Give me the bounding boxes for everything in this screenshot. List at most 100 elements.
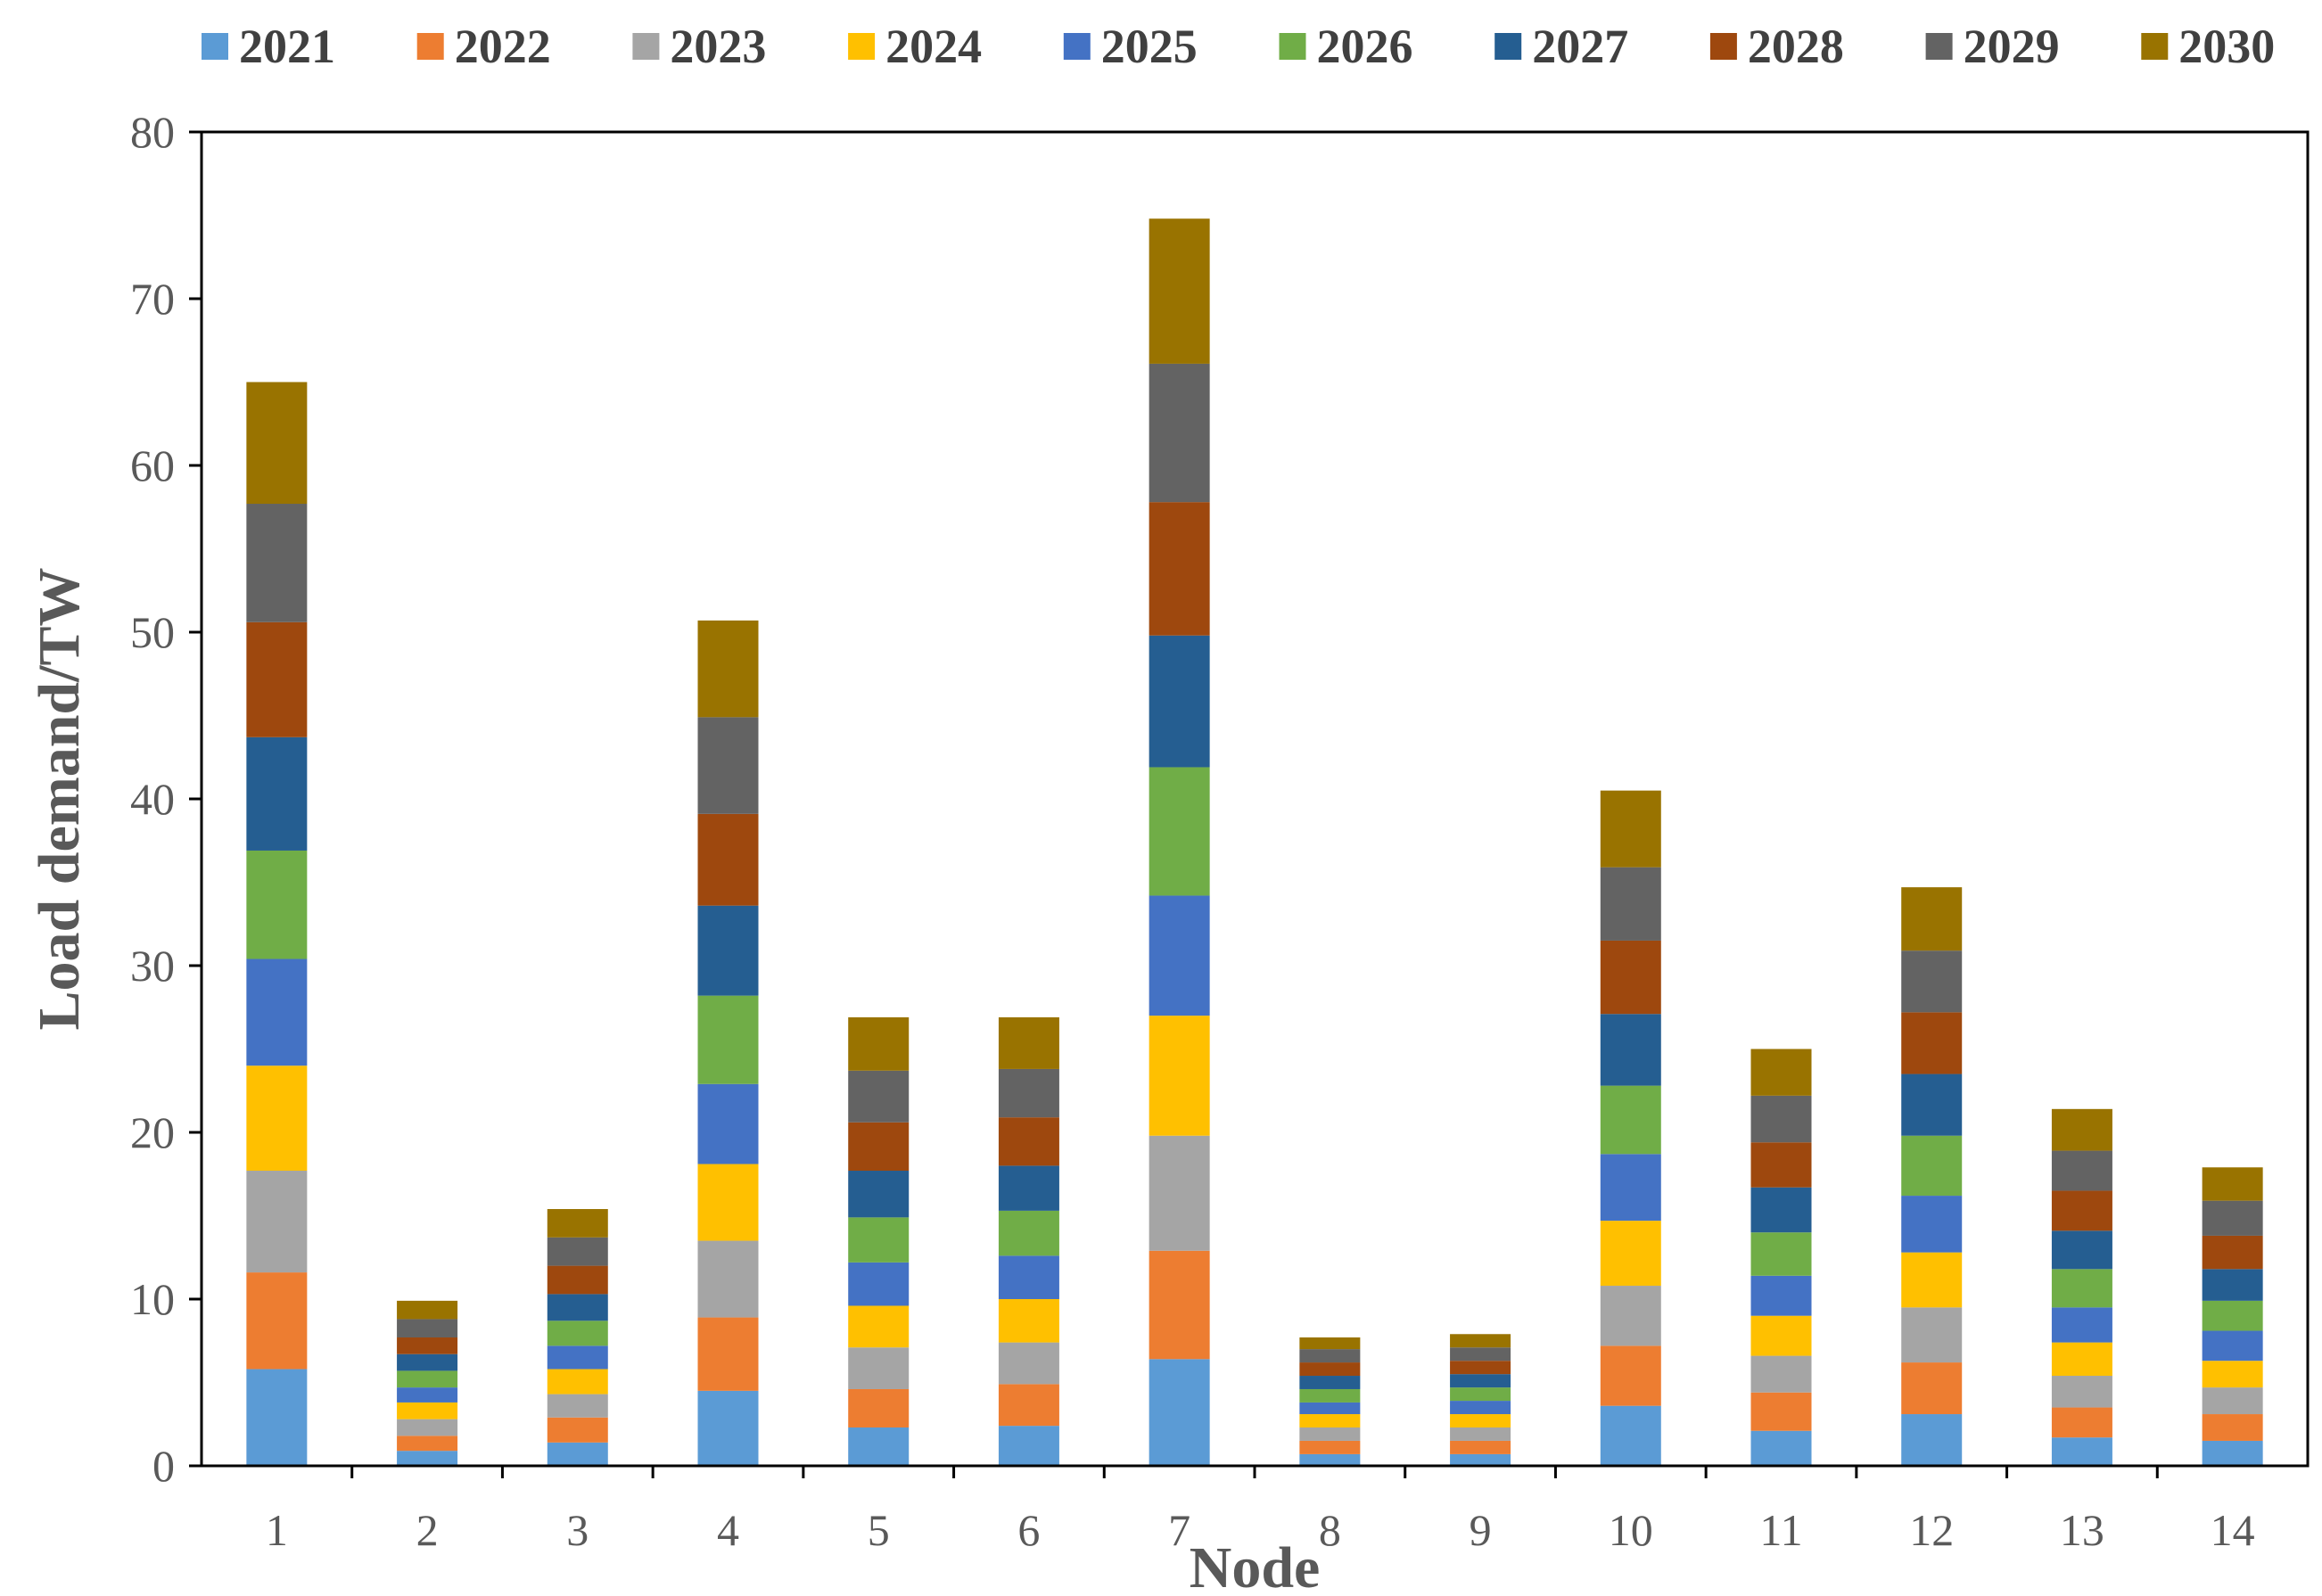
bar-segment-2021-node-9 bbox=[1450, 1453, 1511, 1466]
bar-segment-2027-node-1 bbox=[246, 736, 308, 851]
bar-segment-2028-node-10 bbox=[1600, 940, 1661, 1015]
bar-segment-2025-node-10 bbox=[1600, 1154, 1661, 1222]
x-tick-label: 3 bbox=[566, 1505, 589, 1555]
bar-segment-2026-node-4 bbox=[697, 995, 759, 1084]
bar-segment-2021-node-8 bbox=[1299, 1453, 1361, 1466]
legend-swatch-2025 bbox=[1063, 33, 1091, 60]
legend-swatch-2026 bbox=[1279, 33, 1306, 60]
bar-segment-2028-node-12 bbox=[1901, 1012, 1963, 1074]
x-tick-label: 1 bbox=[266, 1505, 288, 1555]
bar-segment-2030-node-4 bbox=[697, 620, 759, 718]
bar-segment-2021-node-5 bbox=[848, 1427, 910, 1466]
bar-segment-2027-node-14 bbox=[2202, 1269, 2263, 1301]
y-axis-title: Load demand/TW bbox=[27, 568, 92, 1031]
bar-segment-2025-node-13 bbox=[2051, 1307, 2112, 1343]
y-tick-label: 40 bbox=[130, 774, 175, 824]
bar-segment-2027-node-8 bbox=[1299, 1376, 1361, 1389]
bar-segment-2023-node-8 bbox=[1299, 1427, 1361, 1441]
y-tick-label: 0 bbox=[152, 1441, 175, 1491]
bar-segment-2026-node-6 bbox=[998, 1210, 1059, 1256]
bar-segment-2028-node-7 bbox=[1149, 502, 1210, 636]
bar-segment-2024-node-2 bbox=[397, 1402, 458, 1419]
bar-segment-2029-node-7 bbox=[1149, 363, 1210, 503]
bar-segment-2022-node-3 bbox=[547, 1417, 608, 1443]
bar-segment-2022-node-10 bbox=[1600, 1345, 1661, 1406]
bar-segment-2029-node-8 bbox=[1299, 1349, 1361, 1363]
bar-segment-2029-node-10 bbox=[1600, 867, 1661, 941]
y-tick-label: 70 bbox=[130, 274, 175, 324]
bar-segment-2030-node-14 bbox=[2202, 1167, 2263, 1201]
bar-segment-2023-node-5 bbox=[848, 1347, 910, 1389]
bar-segment-2029-node-13 bbox=[2051, 1150, 2112, 1191]
bar-segment-2023-node-2 bbox=[397, 1419, 458, 1436]
plot-frame bbox=[200, 130, 2310, 1468]
legend-label-2027: 2027 bbox=[1532, 20, 1628, 73]
bar-segment-2027-node-13 bbox=[2051, 1230, 2112, 1270]
bar-segment-2025-node-1 bbox=[246, 958, 308, 1066]
bar-segment-2028-node-14 bbox=[2202, 1235, 2263, 1270]
bar-segment-2021-node-13 bbox=[2051, 1437, 2112, 1466]
bar-segment-2024-node-1 bbox=[246, 1065, 308, 1172]
bar-segment-2022-node-8 bbox=[1299, 1440, 1361, 1454]
bar-segment-2026-node-12 bbox=[1901, 1135, 1963, 1197]
bar-segment-2027-node-7 bbox=[1149, 635, 1210, 768]
x-tick-label: 9 bbox=[1470, 1505, 1492, 1555]
bar-segment-2026-node-1 bbox=[246, 850, 308, 959]
bar-segment-2024-node-8 bbox=[1299, 1414, 1361, 1427]
legend-swatch-2029 bbox=[1925, 33, 1953, 60]
bar-segment-2026-node-13 bbox=[2051, 1269, 2112, 1308]
bar-segment-2027-node-6 bbox=[998, 1165, 1059, 1211]
bar-segment-2030-node-11 bbox=[1750, 1049, 1812, 1096]
bar-segment-2026-node-9 bbox=[1450, 1387, 1511, 1402]
bar-segment-2027-node-2 bbox=[397, 1353, 458, 1371]
bar-segment-2028-node-5 bbox=[848, 1122, 910, 1172]
y-tick-label: 80 bbox=[130, 107, 175, 157]
bar-segment-2026-node-10 bbox=[1600, 1085, 1661, 1155]
bar-segment-2025-node-9 bbox=[1450, 1401, 1511, 1415]
bar-segment-2030-node-2 bbox=[397, 1300, 458, 1320]
bar-segment-2025-node-2 bbox=[397, 1387, 458, 1403]
bar-segment-2023-node-7 bbox=[1149, 1135, 1210, 1251]
bar-segment-2029-node-5 bbox=[848, 1070, 910, 1123]
legend-swatch-2024 bbox=[848, 33, 876, 60]
x-axis-title: Node bbox=[1190, 1535, 1321, 1596]
bar-segment-2024-node-12 bbox=[1901, 1252, 1963, 1308]
legend-label-2022: 2022 bbox=[455, 20, 551, 73]
bar-segment-2022-node-11 bbox=[1750, 1392, 1812, 1431]
x-tick-label: 4 bbox=[717, 1505, 739, 1555]
bar-segment-2024-node-4 bbox=[697, 1164, 759, 1241]
bar-segment-2023-node-13 bbox=[2051, 1376, 2112, 1408]
bar-segment-2021-node-7 bbox=[1149, 1359, 1210, 1466]
bar-segment-2022-node-9 bbox=[1450, 1440, 1511, 1454]
bar-segment-2023-node-3 bbox=[547, 1394, 608, 1418]
bar-segment-2025-node-4 bbox=[697, 1083, 759, 1164]
legend-swatch-2023 bbox=[632, 33, 660, 60]
bar-segment-2030-node-9 bbox=[1450, 1334, 1511, 1348]
bar-segment-2029-node-9 bbox=[1450, 1347, 1511, 1362]
legend-swatch-2021 bbox=[202, 33, 228, 60]
bar-segment-2030-node-1 bbox=[246, 382, 308, 505]
bar-segment-2023-node-4 bbox=[697, 1240, 759, 1318]
bar-segment-2028-node-9 bbox=[1450, 1361, 1511, 1375]
bar-segment-2027-node-12 bbox=[1901, 1074, 1963, 1136]
y-tick-label: 20 bbox=[130, 1107, 175, 1157]
bar-segment-2024-node-13 bbox=[2051, 1342, 2112, 1377]
bar-segment-2028-node-4 bbox=[697, 813, 759, 906]
x-tick-label: 8 bbox=[1319, 1505, 1341, 1555]
bar-segment-2027-node-4 bbox=[697, 905, 759, 996]
x-tick-label: 11 bbox=[1759, 1505, 1802, 1555]
bar-segment-2030-node-7 bbox=[1149, 218, 1210, 364]
bar-segment-2028-node-8 bbox=[1299, 1362, 1361, 1377]
legend-label-2024: 2024 bbox=[885, 20, 982, 73]
bar-segment-2023-node-9 bbox=[1450, 1427, 1511, 1441]
bar-segment-2030-node-12 bbox=[1901, 887, 1963, 951]
bars bbox=[246, 218, 2263, 1466]
bar-segment-2027-node-3 bbox=[547, 1294, 608, 1321]
bar-segment-2022-node-13 bbox=[2051, 1407, 2112, 1438]
bar-segment-2021-node-6 bbox=[998, 1426, 1059, 1466]
bar-segment-2028-node-6 bbox=[998, 1117, 1059, 1166]
bar-segment-2029-node-1 bbox=[246, 504, 308, 622]
bar-segment-2024-node-14 bbox=[2202, 1361, 2263, 1388]
bar-segment-2027-node-10 bbox=[1600, 1014, 1661, 1086]
